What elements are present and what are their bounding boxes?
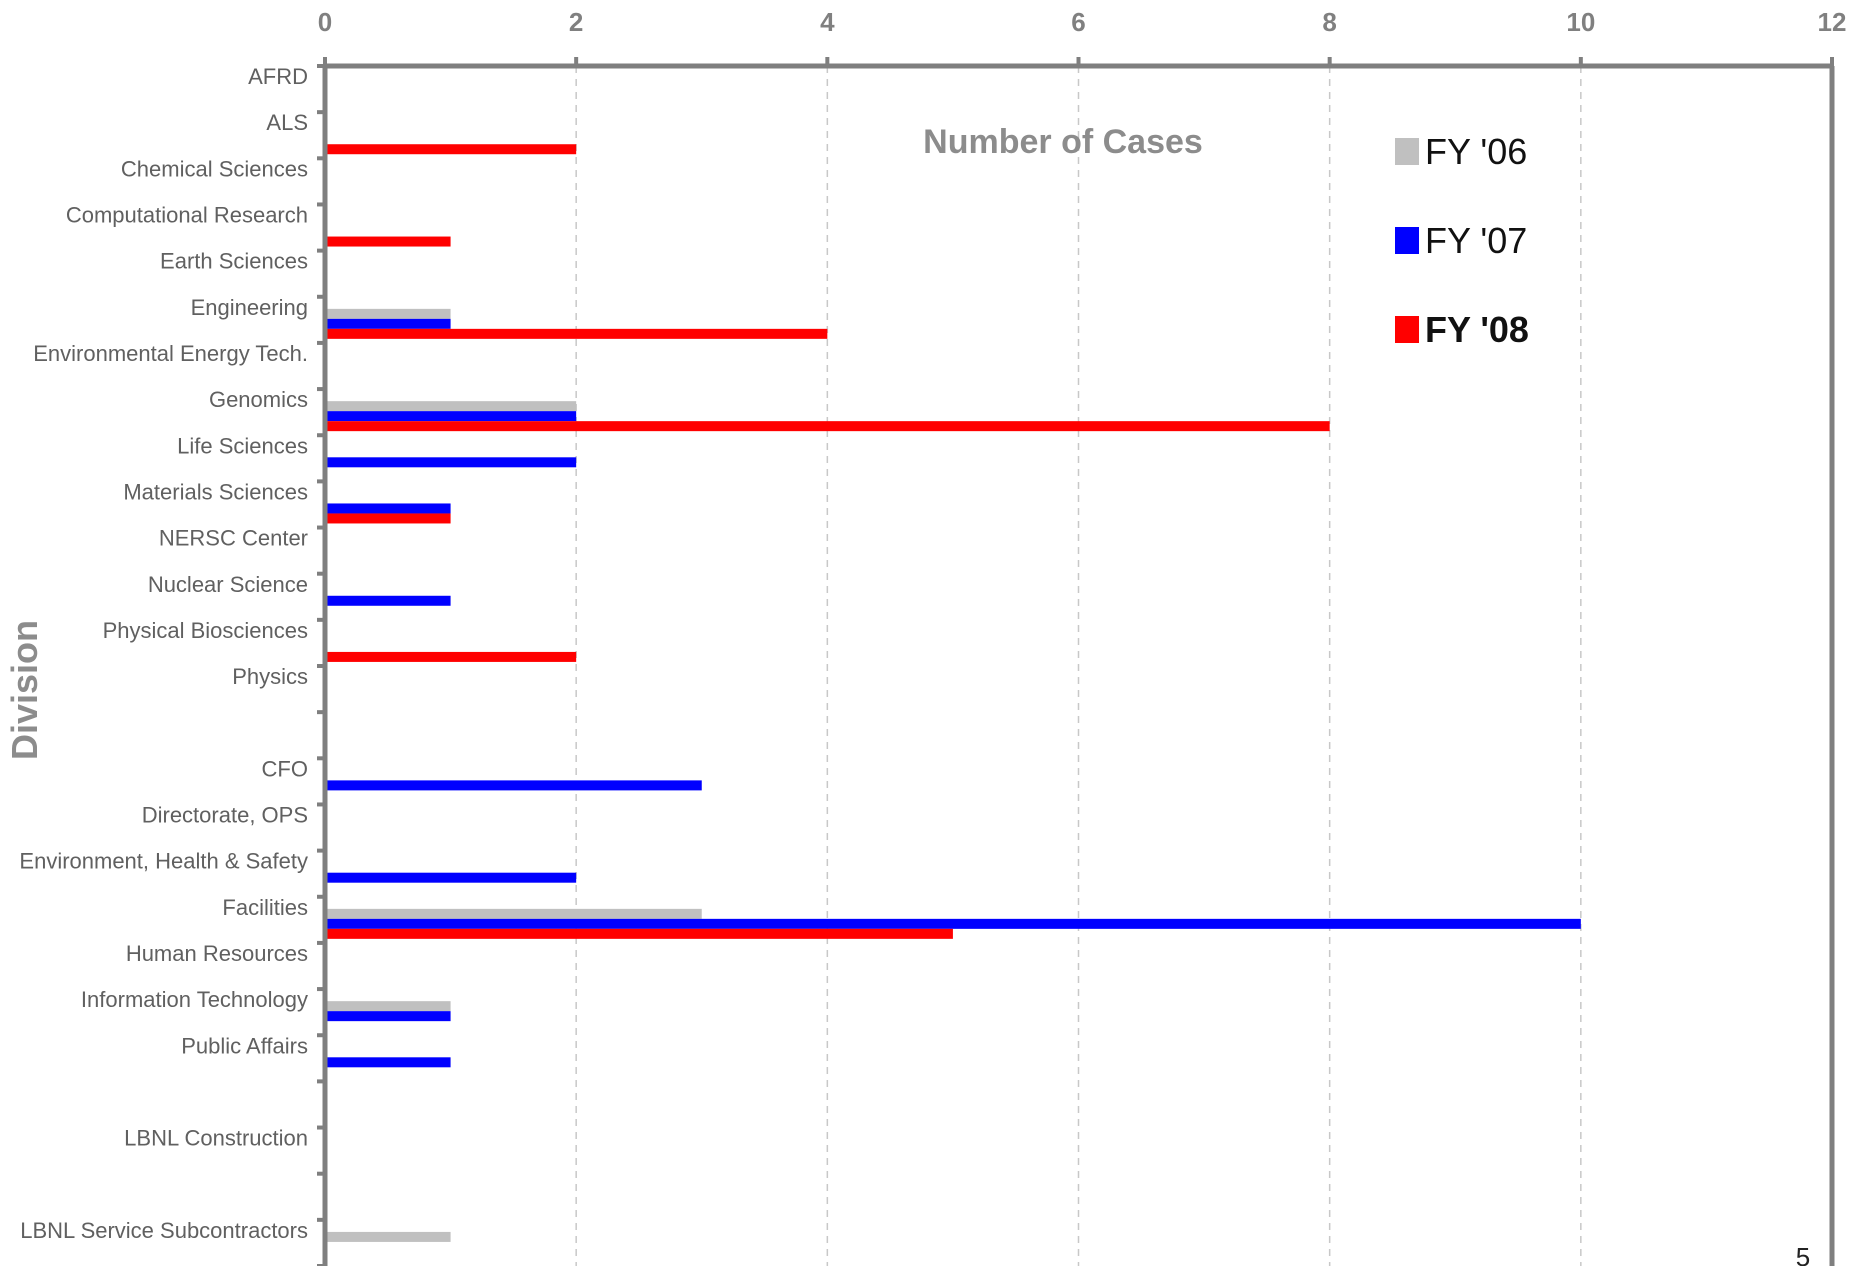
category-label: Environmental Energy Tech.: [33, 341, 308, 366]
category-label: Nuclear Science: [148, 572, 308, 597]
category-label: NERSC Center: [159, 526, 308, 551]
category-label: LBNL Service Subcontractors: [20, 1218, 308, 1243]
bar: [325, 1011, 451, 1022]
x-tick-label: 0: [318, 7, 332, 37]
category-label: Directorate, OPS: [142, 803, 308, 828]
bar: [325, 1057, 451, 1068]
bar: [325, 421, 1330, 432]
bar: [325, 928, 953, 939]
x-tick-label: 8: [1322, 7, 1336, 37]
category-label: Materials Sciences: [123, 479, 308, 504]
bar: [325, 328, 828, 339]
category-label: Life Sciences: [177, 433, 308, 458]
legend-label: FY '07: [1425, 220, 1527, 261]
x-tick-label: 2: [569, 7, 583, 37]
bar: [325, 918, 1581, 929]
category-label: Public Affairs: [181, 1033, 308, 1058]
x-tick-label: 6: [1071, 7, 1085, 37]
category-label: Engineering: [191, 295, 308, 320]
x-tick-label: 4: [820, 7, 835, 37]
labels: 0 2 4 6 8 10 12 AFRD ALS Chemical Sciences Computa…: [19, 7, 1846, 1243]
legend-swatch: [1395, 316, 1419, 343]
bar: [325, 780, 702, 791]
legend-swatch: [1395, 138, 1419, 165]
bar: [325, 503, 451, 514]
legend-swatch: [1395, 227, 1419, 254]
grid-lines: [575, 66, 1582, 1266]
bar: [325, 908, 702, 919]
x-tick-label: 12: [1818, 7, 1847, 37]
bar: [325, 308, 451, 319]
x-tick-label: 10: [1566, 7, 1595, 37]
category-label: Environment, Health & Safety: [19, 849, 308, 874]
category-label: Human Resources: [126, 941, 308, 966]
category-label: LBNL Construction: [124, 1126, 308, 1151]
page-number: 5: [1796, 1242, 1810, 1266]
bar: [325, 144, 577, 155]
bar: [325, 318, 451, 329]
bar: [325, 513, 451, 524]
bar: [325, 1001, 451, 1012]
category-label: Physics: [232, 664, 308, 689]
bar: [325, 1231, 451, 1242]
bar: [325, 411, 577, 422]
category-label: CFO: [262, 756, 308, 781]
category-label: Computational Research: [66, 203, 308, 228]
category-label: Facilities: [222, 895, 308, 920]
x-axis-title: Number of Cases: [923, 123, 1203, 161]
bar: [325, 236, 451, 247]
legend: FY '06 FY '07 FY '08: [1395, 131, 1529, 350]
category-label: Genomics: [209, 387, 308, 412]
category-label: Chemical Sciences: [121, 156, 308, 181]
legend-label: FY '06: [1425, 131, 1527, 172]
category-label: AFRD: [248, 64, 308, 89]
legend-label: FY '08: [1425, 309, 1529, 350]
bar: [325, 457, 577, 468]
y-axis-title: Division: [4, 620, 45, 760]
bar: [325, 401, 577, 412]
bar: [325, 651, 577, 662]
category-label: Physical Biosciences: [103, 618, 308, 643]
bar: [325, 872, 577, 883]
category-label: Information Technology: [81, 987, 308, 1012]
bar: [325, 595, 451, 606]
bars: [325, 144, 1581, 1242]
axes: [317, 57, 1835, 1268]
category-label: ALS: [266, 110, 308, 135]
category-label: Earth Sciences: [160, 249, 308, 274]
